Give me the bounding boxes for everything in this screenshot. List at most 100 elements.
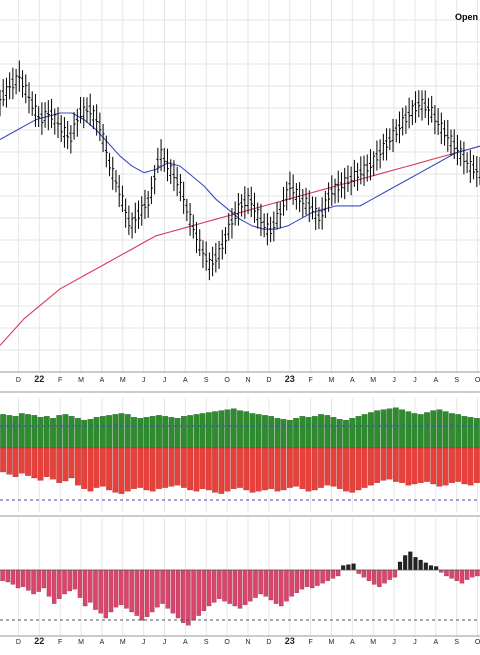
volume-bar-down — [249, 447, 256, 493]
volume-bar-up — [311, 416, 318, 449]
oscillator-bar-negative — [155, 569, 160, 608]
x-tick-label: O — [475, 377, 480, 384]
volume-bar-down — [99, 447, 106, 487]
oscillator-bar-negative — [124, 569, 129, 609]
volume-bar-up — [18, 413, 25, 449]
x-tick-label: A — [350, 639, 355, 646]
volume-bar-up — [324, 415, 331, 449]
volume-bar-down — [218, 447, 225, 494]
x-tick-label: 23 — [285, 636, 295, 646]
volume-bar-up — [87, 419, 94, 449]
oscillator-bar-positive — [397, 561, 403, 570]
volume-bar-down — [280, 447, 287, 491]
x-tick-label: N — [245, 639, 250, 646]
volume-bar-up — [37, 417, 44, 449]
volume-bar-down — [386, 447, 393, 480]
oscillator-bar-negative — [191, 569, 196, 621]
x-tick-label: O — [224, 377, 230, 384]
volume-bar-down — [449, 447, 455, 483]
oscillator-bar-negative — [206, 569, 212, 607]
moving-average-short-line — [0, 112, 480, 230]
volume-bar-down — [318, 447, 324, 488]
volume-bar-down — [268, 447, 275, 489]
volume-bar-up — [405, 411, 412, 449]
volume-bar-up — [255, 414, 262, 449]
volume-bar-down — [131, 447, 137, 489]
volume-bar-up — [181, 416, 187, 449]
x-tick-label: A — [433, 377, 438, 384]
oscillator-bar-negative — [103, 569, 109, 619]
volume-bar-down — [212, 447, 218, 493]
oscillator-bar-negative — [289, 569, 294, 597]
volume-bar-up — [68, 416, 75, 449]
oscillator-bar-negative — [470, 569, 475, 578]
volume-bar-down — [399, 447, 405, 483]
volume-bar-down — [349, 447, 356, 493]
volume-bar-up — [336, 419, 343, 449]
volume-bar-up — [268, 416, 275, 449]
volume-bar-up — [137, 418, 144, 449]
oscillator-bar-negative — [160, 569, 165, 604]
x-tick-label: F — [58, 639, 62, 646]
oscillator-bar-negative — [129, 569, 134, 613]
x-tick-label: 22 — [34, 374, 44, 384]
oscillator-bar-negative — [170, 569, 176, 614]
volume-bar-down — [156, 447, 162, 489]
x-tick-label: M — [329, 377, 335, 384]
volume-bar-up — [368, 412, 374, 449]
x-tick-label: A — [100, 377, 105, 384]
volume-bar-down — [193, 447, 200, 492]
x-tick-label: J — [163, 377, 167, 384]
oscillator-bar-negative — [10, 569, 16, 585]
x-tick-label: D — [16, 377, 21, 384]
oscillator-bar-negative — [294, 569, 300, 593]
volume-bar-up — [386, 408, 393, 449]
volume-bar-up — [199, 413, 206, 449]
volume-bar-down — [118, 447, 125, 494]
volume-bar-up — [461, 416, 468, 449]
oscillator-bar-negative — [335, 569, 341, 577]
volume-bar-down — [181, 447, 187, 488]
oscillator-bar-negative — [454, 569, 460, 581]
volume-bar-up — [212, 411, 218, 449]
volume-bar-down — [37, 447, 44, 481]
oscillator-bar-negative — [113, 569, 119, 608]
volume-bar-up — [93, 417, 100, 449]
volume-bar-down — [442, 447, 449, 486]
oscillator-bar-negative — [186, 569, 191, 626]
volume-bar-down — [112, 447, 119, 493]
volume-bar-down — [81, 447, 88, 489]
volume-bar-down — [168, 447, 175, 487]
volume-bar-down — [25, 447, 31, 476]
x-tick-label: M — [370, 377, 376, 384]
volume-bar-down — [0, 447, 6, 473]
volume-bar-up — [0, 414, 6, 449]
volume-bar-down — [343, 447, 349, 492]
volume-bar-down — [12, 447, 19, 477]
oscillator-bar-negative — [382, 569, 387, 584]
volume-bar-down — [75, 447, 81, 486]
x-tick-label: M — [370, 639, 376, 646]
volume-bar-up — [237, 410, 243, 449]
oscillator-bar-negative — [46, 569, 52, 597]
x-tick-label: S — [204, 639, 209, 646]
volume-bar-up — [50, 418, 56, 449]
oscillator-bar-negative — [227, 569, 232, 604]
volume-bar-up — [467, 417, 474, 449]
oscillator-bar-negative — [211, 569, 217, 603]
oscillator-bar-negative — [41, 569, 47, 589]
x-tick-label: A — [100, 639, 105, 646]
oscillator-bar-negative — [175, 569, 181, 619]
oscillator-bar-negative — [361, 569, 367, 578]
oscillator-bar-positive — [341, 565, 346, 570]
volume-bar-up — [99, 416, 106, 449]
volume-bar-up — [299, 416, 306, 449]
oscillator-bar-negative — [36, 569, 41, 592]
volume-bar-up — [187, 415, 193, 449]
volume-bar-down — [106, 447, 112, 491]
x-tick-label: J — [142, 639, 146, 646]
oscillator-bar-negative — [475, 569, 480, 577]
volume-bar-down — [355, 447, 362, 491]
x-tick-label: N — [245, 377, 250, 384]
volume-bar-up — [56, 415, 63, 449]
